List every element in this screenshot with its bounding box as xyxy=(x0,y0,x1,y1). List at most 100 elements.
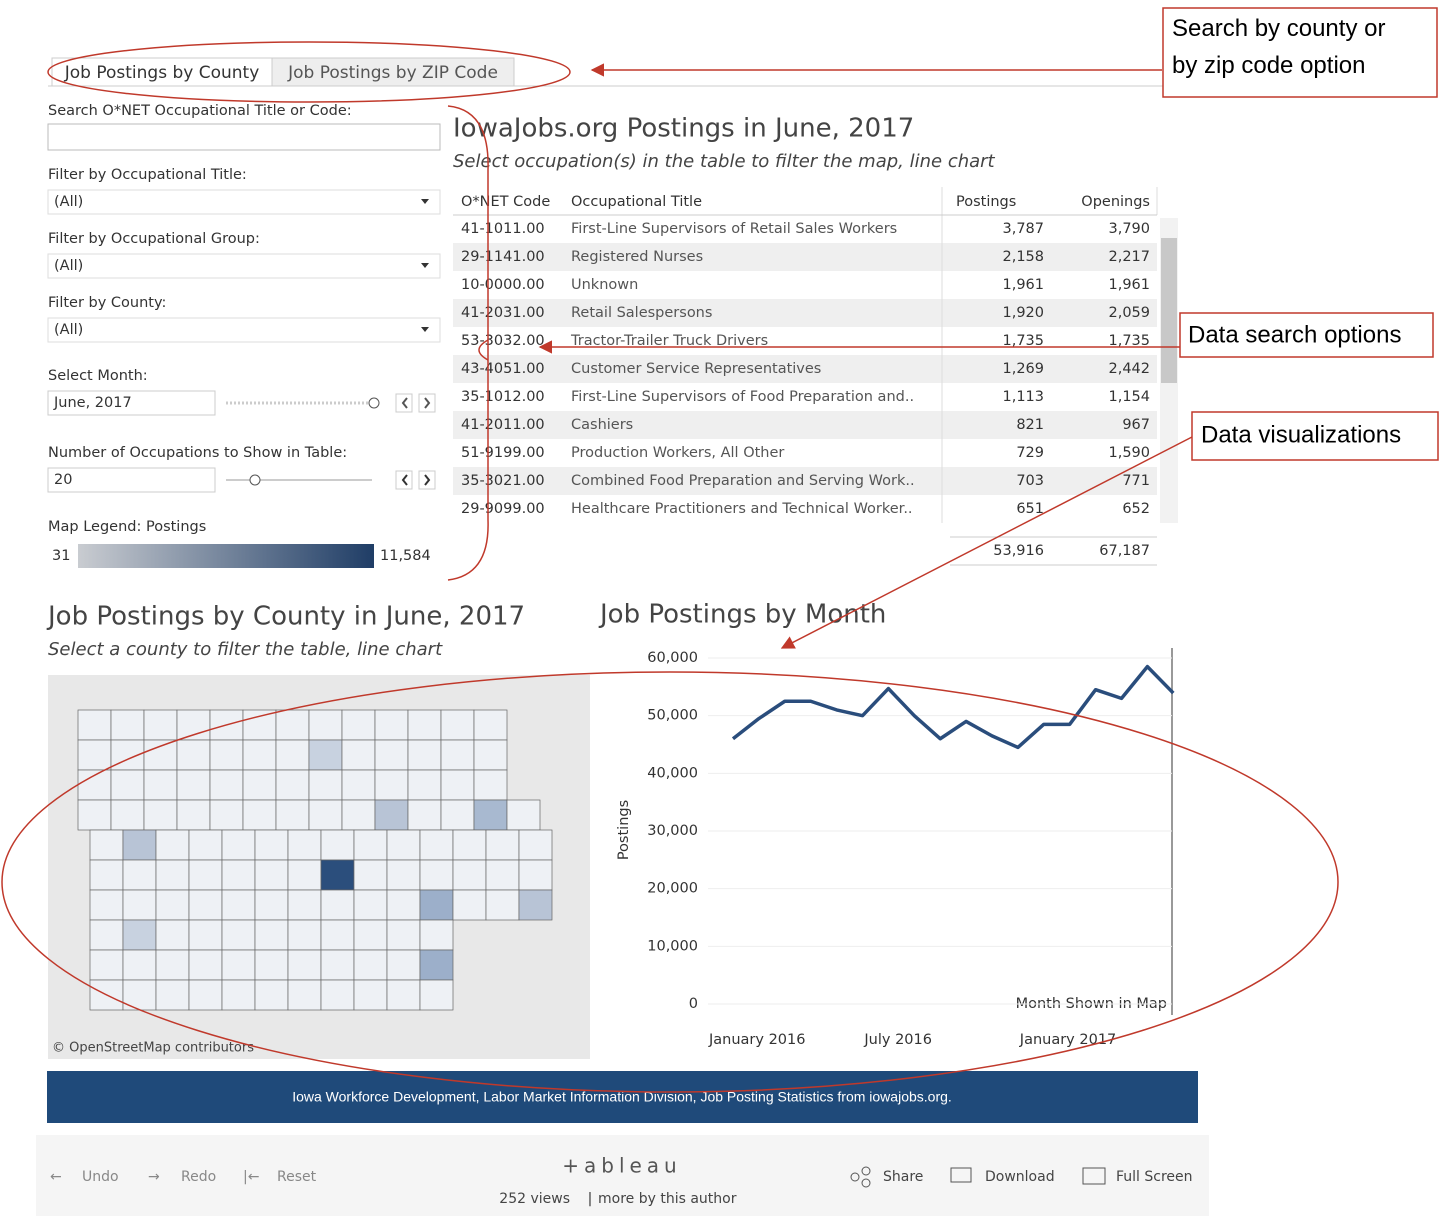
dropdown[interactable] xyxy=(47,253,441,279)
county[interactable] xyxy=(353,829,388,861)
county[interactable] xyxy=(221,889,256,921)
county[interactable] xyxy=(77,739,112,771)
county[interactable] xyxy=(209,799,244,831)
county[interactable] xyxy=(440,709,475,741)
county[interactable] xyxy=(110,709,145,741)
county[interactable] xyxy=(452,889,487,921)
scrollbar[interactable] xyxy=(1161,238,1177,383)
county[interactable] xyxy=(374,709,409,741)
county[interactable] xyxy=(275,769,310,801)
county[interactable] xyxy=(287,979,322,1011)
county[interactable] xyxy=(188,859,223,891)
county[interactable] xyxy=(419,889,454,921)
county[interactable] xyxy=(452,829,487,861)
county[interactable] xyxy=(188,829,223,861)
county[interactable] xyxy=(419,859,454,891)
county[interactable] xyxy=(386,919,421,951)
county[interactable] xyxy=(188,889,223,921)
county[interactable] xyxy=(89,949,124,981)
county[interactable] xyxy=(473,799,508,831)
county[interactable] xyxy=(89,889,124,921)
county[interactable] xyxy=(419,919,454,951)
county[interactable] xyxy=(209,769,244,801)
county[interactable] xyxy=(353,859,388,891)
county[interactable] xyxy=(341,709,376,741)
share-button[interactable]: Share xyxy=(883,1169,923,1185)
county[interactable] xyxy=(419,829,454,861)
county[interactable] xyxy=(506,799,541,831)
county[interactable] xyxy=(386,949,421,981)
county[interactable] xyxy=(287,949,322,981)
county[interactable] xyxy=(155,979,190,1011)
county[interactable] xyxy=(254,949,289,981)
county[interactable] xyxy=(320,979,355,1011)
county[interactable] xyxy=(155,889,190,921)
county[interactable] xyxy=(242,769,277,801)
county[interactable] xyxy=(254,829,289,861)
county[interactable] xyxy=(110,769,145,801)
county[interactable] xyxy=(386,859,421,891)
county[interactable] xyxy=(122,919,157,951)
redo-button[interactable]: Redo xyxy=(181,1169,216,1185)
county[interactable] xyxy=(419,979,454,1011)
county[interactable] xyxy=(89,859,124,891)
county[interactable] xyxy=(518,889,553,921)
month-input[interactable] xyxy=(47,390,216,416)
cell[interactable]: 41-2031.00 xyxy=(461,305,545,321)
county[interactable] xyxy=(188,949,223,981)
county[interactable] xyxy=(341,799,376,831)
county[interactable] xyxy=(386,889,421,921)
county[interactable] xyxy=(275,739,310,771)
county[interactable] xyxy=(122,829,157,861)
cell[interactable]: 43-4051.00 xyxy=(461,361,545,377)
county[interactable] xyxy=(110,799,145,831)
county[interactable] xyxy=(188,979,223,1011)
county[interactable] xyxy=(221,949,256,981)
county[interactable] xyxy=(320,949,355,981)
search-input[interactable] xyxy=(47,123,441,151)
county[interactable] xyxy=(485,829,520,861)
author-link[interactable]: more by this author xyxy=(598,1191,737,1207)
tab[interactable] xyxy=(271,57,515,87)
county[interactable] xyxy=(353,919,388,951)
county[interactable] xyxy=(419,949,454,981)
cell[interactable]: 35-3021.00 xyxy=(461,473,545,489)
reset-button[interactable]: Reset xyxy=(277,1169,317,1185)
undo-icon[interactable]: ← xyxy=(50,1169,62,1185)
county[interactable] xyxy=(254,859,289,891)
county[interactable] xyxy=(386,979,421,1011)
county[interactable] xyxy=(77,799,112,831)
slider-thumb[interactable] xyxy=(249,474,261,486)
dropdown[interactable] xyxy=(47,189,441,215)
county[interactable] xyxy=(176,769,211,801)
county[interactable] xyxy=(308,709,343,741)
county[interactable] xyxy=(473,709,508,741)
county[interactable] xyxy=(275,709,310,741)
county[interactable] xyxy=(473,739,508,771)
county[interactable] xyxy=(308,739,343,771)
county[interactable] xyxy=(254,889,289,921)
county[interactable] xyxy=(122,889,157,921)
county[interactable] xyxy=(485,859,520,891)
county[interactable] xyxy=(242,709,277,741)
county[interactable] xyxy=(353,889,388,921)
county[interactable] xyxy=(308,799,343,831)
cell[interactable]: 29-1141.00 xyxy=(461,249,545,265)
county[interactable] xyxy=(122,859,157,891)
column-header[interactable]: Postings xyxy=(956,194,1016,210)
county[interactable] xyxy=(320,919,355,951)
county[interactable] xyxy=(77,709,112,741)
reset-icon[interactable]: |← xyxy=(243,1169,259,1185)
undo-button[interactable]: Undo xyxy=(82,1169,119,1185)
county[interactable] xyxy=(143,709,178,741)
county[interactable] xyxy=(407,799,442,831)
logo[interactable]: +ableau xyxy=(562,1154,682,1178)
county[interactable] xyxy=(188,919,223,951)
county[interactable] xyxy=(473,769,508,801)
county[interactable] xyxy=(122,949,157,981)
county[interactable] xyxy=(221,829,256,861)
county[interactable] xyxy=(320,859,355,891)
county[interactable] xyxy=(143,739,178,771)
county[interactable] xyxy=(89,829,124,861)
county[interactable] xyxy=(341,739,376,771)
